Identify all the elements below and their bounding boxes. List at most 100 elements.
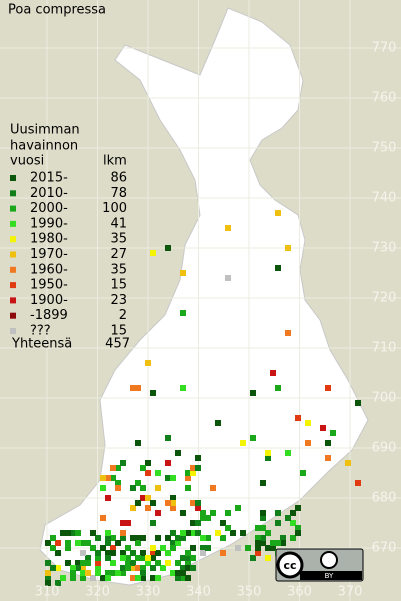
occurrence-square — [235, 505, 241, 511]
occurrence-square — [260, 510, 266, 516]
occurrence-square — [285, 450, 291, 456]
occurrence-square — [145, 505, 151, 511]
occurrence-square — [225, 275, 231, 281]
legend-swatch — [10, 205, 16, 212]
y-tick-label: 670 — [372, 541, 397, 556]
occurrence-square — [95, 565, 101, 571]
occurrence-square — [150, 390, 156, 396]
occurrence-square — [290, 520, 296, 526]
occurrence-square — [100, 575, 106, 581]
occurrence-square — [260, 480, 266, 486]
occurrence-square — [285, 330, 291, 336]
occurrence-square — [190, 500, 196, 506]
occurrence-square — [225, 225, 231, 231]
occurrence-square — [170, 505, 176, 511]
legend-count: 100 — [102, 201, 127, 216]
occurrence-square — [160, 565, 166, 571]
occurrence-square — [225, 525, 231, 531]
y-tick-label: 720 — [372, 291, 397, 306]
occurrence-square — [175, 450, 181, 456]
occurrence-square — [125, 545, 131, 551]
occurrence-square — [285, 515, 291, 521]
occurrence-square — [135, 565, 141, 571]
occurrence-square — [285, 245, 291, 251]
legend-swatch — [10, 282, 16, 289]
occurrence-square — [215, 420, 221, 426]
occurrence-square — [265, 530, 271, 536]
occurrence-square — [140, 495, 146, 501]
occurrence-square — [180, 310, 186, 316]
occurrence-square — [250, 555, 256, 561]
occurrence-square — [295, 505, 301, 511]
occurrence-square — [140, 550, 146, 556]
occurrence-square — [255, 550, 261, 556]
occurrence-square — [170, 540, 176, 546]
occurrence-square — [290, 510, 296, 516]
occurrence-square — [90, 530, 96, 536]
occurrence-square — [105, 495, 111, 501]
occurrence-square — [95, 560, 101, 566]
occurrence-square — [125, 520, 131, 526]
legend-label: 1970- — [30, 247, 68, 262]
legend: 2015- 86 2010- 78 2000- 100 1990- 41 1980- 35 1970… — [10, 171, 127, 339]
occurrence-square — [85, 540, 91, 546]
occurrence-square — [70, 565, 76, 571]
occurrence-square — [180, 385, 186, 391]
legend-count-header: lkm — [103, 154, 127, 169]
occurrence-square — [190, 545, 196, 551]
occurrence-square — [95, 570, 101, 576]
occurrence-square — [295, 530, 301, 536]
occurrence-square — [65, 530, 71, 536]
occurrence-square — [180, 270, 186, 276]
y-tick-label: 730 — [372, 241, 397, 256]
occurrence-square — [245, 545, 251, 551]
occurrence-square — [145, 460, 151, 466]
legend-swatch — [10, 190, 16, 197]
occurrence-square — [70, 570, 76, 576]
occurrence-square — [100, 515, 106, 521]
occurrence-squares — [45, 210, 361, 586]
occurrence-square — [110, 465, 116, 471]
occurrence-square — [45, 575, 51, 581]
occurrence-square — [45, 560, 51, 566]
occurrence-square — [65, 560, 71, 566]
occurrence-square — [90, 545, 96, 551]
occurrence-square — [300, 470, 306, 476]
legend-count: 86 — [110, 171, 127, 186]
x-tick-label: 370 — [338, 585, 363, 600]
occurrence-square — [195, 530, 201, 536]
occurrence-square — [275, 385, 281, 391]
occurrence-square — [225, 510, 231, 516]
legend-swatch — [10, 312, 16, 319]
occurrence-square — [260, 525, 266, 531]
occurrence-square — [320, 425, 326, 431]
occurrence-square — [130, 550, 136, 556]
occurrence-square — [100, 485, 106, 491]
occurrence-square — [195, 455, 201, 461]
occurrence-square — [325, 385, 331, 391]
occurrence-square — [260, 535, 266, 541]
legend-header: Uusimman — [10, 123, 80, 138]
occurrence-square — [145, 560, 151, 566]
occurrence-square — [250, 390, 256, 396]
occurrence-square — [230, 530, 236, 536]
x-tick-label: 310 — [35, 585, 60, 600]
y-tick-label: 770 — [372, 41, 397, 56]
occurrence-square — [85, 560, 91, 566]
occurrence-square — [165, 460, 171, 466]
occurrence-square — [240, 440, 246, 446]
legend-swatch — [10, 175, 16, 181]
occurrence-square — [110, 570, 116, 576]
occurrence-square — [185, 470, 191, 476]
occurrence-square — [165, 500, 171, 506]
occurrence-square — [290, 535, 296, 541]
occurrence-square — [50, 545, 56, 551]
occurrence-square — [60, 575, 66, 581]
occurrence-square — [200, 550, 206, 556]
legend-count: 35 — [110, 232, 127, 247]
license-text: BY — [325, 572, 334, 580]
legend-count: 41 — [110, 216, 127, 231]
occurrence-square — [140, 575, 146, 581]
occurrence-square — [170, 475, 176, 481]
occurrence-square — [265, 455, 271, 461]
